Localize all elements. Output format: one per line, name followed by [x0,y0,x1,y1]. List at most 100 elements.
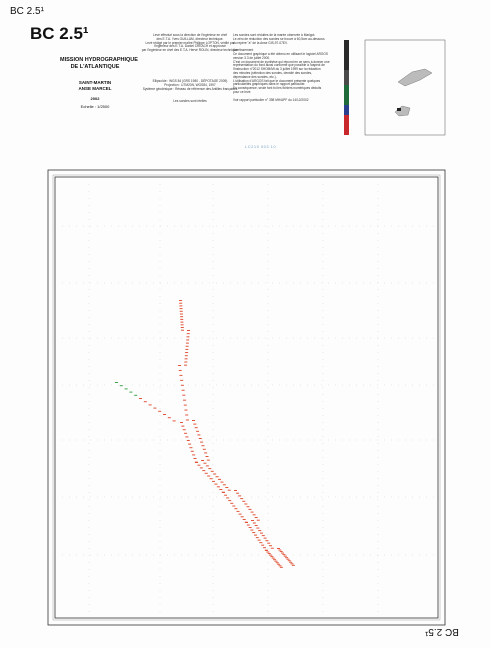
sounding [224,494,228,496]
sounding [238,495,242,497]
sounding [186,339,190,341]
sounding [226,497,230,499]
sounding [186,333,190,335]
sounding [222,484,226,486]
note-line: Levé rédigé par le premier maître Philip… [145,40,235,45]
sounding [207,475,211,477]
sounding [163,414,166,415]
sounding [180,379,184,381]
note-line: Les sondes sont réduites de la marée obs… [233,33,316,37]
sounding [201,460,204,461]
sounding [252,522,256,524]
sounding [267,542,271,544]
sounding [269,554,273,556]
note-line: version 3.3 de juillet 2000. [233,55,271,60]
sounding [180,384,184,386]
sounding [201,445,205,447]
sounding [190,450,194,452]
sounding [236,510,240,512]
sounding [181,389,185,391]
sounding [289,561,293,563]
map-frame [47,169,446,626]
sounding [285,557,289,559]
sounding [200,441,204,443]
right-notes: Les sondes sont réduites de la marée obs… [233,33,338,102]
sounding [184,364,188,366]
sounding [286,558,290,560]
sounding [242,519,246,520]
sounding [158,410,162,412]
sounding [148,404,152,406]
sounding [184,361,188,363]
sounding [179,300,182,301]
sounding [208,468,212,470]
sounding [265,540,269,542]
sounding [216,486,220,488]
note-line: Avertissement [233,48,254,53]
sounding [219,489,223,490]
sounding [250,529,254,531]
sounding [184,432,188,434]
sounding [202,470,206,472]
color-bar [344,40,349,135]
note-line: Projection : UTM20N, WGS84, 1997 [164,82,216,87]
sounding [218,478,222,480]
sounding [179,308,183,310]
sounding [250,511,254,513]
sounding [143,401,147,403]
note-line: C'est un document de synthèse qui répond… [233,59,330,64]
sounding [242,500,246,502]
sounding [180,327,184,328]
sounding [172,420,176,422]
sounding [228,500,232,502]
sounding [185,345,189,347]
sounding [185,352,189,354]
sounding [119,385,123,387]
note-line: En conséquence, seule font foi les fichi… [233,86,322,91]
sounding [279,551,283,553]
sounding [269,545,272,547]
sounding [197,434,201,436]
sounding [265,550,268,551]
sounding [180,318,184,320]
sounding [227,489,231,491]
sounding [267,553,271,555]
sounding [240,516,244,518]
sounding [234,508,238,510]
sounding [193,423,197,425]
note-line: L'utilisation d'ARGOS fait que le docume… [233,78,321,83]
sounding [290,563,294,565]
sheet-id: BC 2.5¹ [10,6,44,17]
sounding [279,566,283,568]
sounding [256,527,260,529]
sounding [194,427,198,429]
sheet-id-large: BC 2.5¹ [30,24,89,43]
note-line: l'ingénieur des E.T.A. Daniel CREACH et … [154,44,226,49]
note-line: représentation du fond aussi conforme qu… [233,63,325,68]
sounding [186,440,190,441]
sounding [185,419,189,421]
sounding [134,394,138,396]
sounding [281,552,285,554]
sounding [271,557,275,559]
mission: MISSION HYDROGRAPHIQUE [60,57,138,63]
sounding [252,514,256,516]
sounding [139,398,142,399]
sounding [263,537,267,539]
sounding [213,473,217,475]
scale: Echelle : 1/2500 [80,104,110,109]
note-line: Ce document graphique a été obtenu en ut… [233,51,328,56]
sounding [291,564,295,566]
sounding [277,563,281,565]
sounding [179,305,183,307]
sounding [263,547,266,549]
sounding [205,465,209,467]
sounding [182,394,186,396]
sounding [210,470,214,472]
sounding [266,551,270,553]
sounding [245,522,248,523]
sounding [115,382,118,383]
note-line: pour ce levé. [233,89,252,94]
